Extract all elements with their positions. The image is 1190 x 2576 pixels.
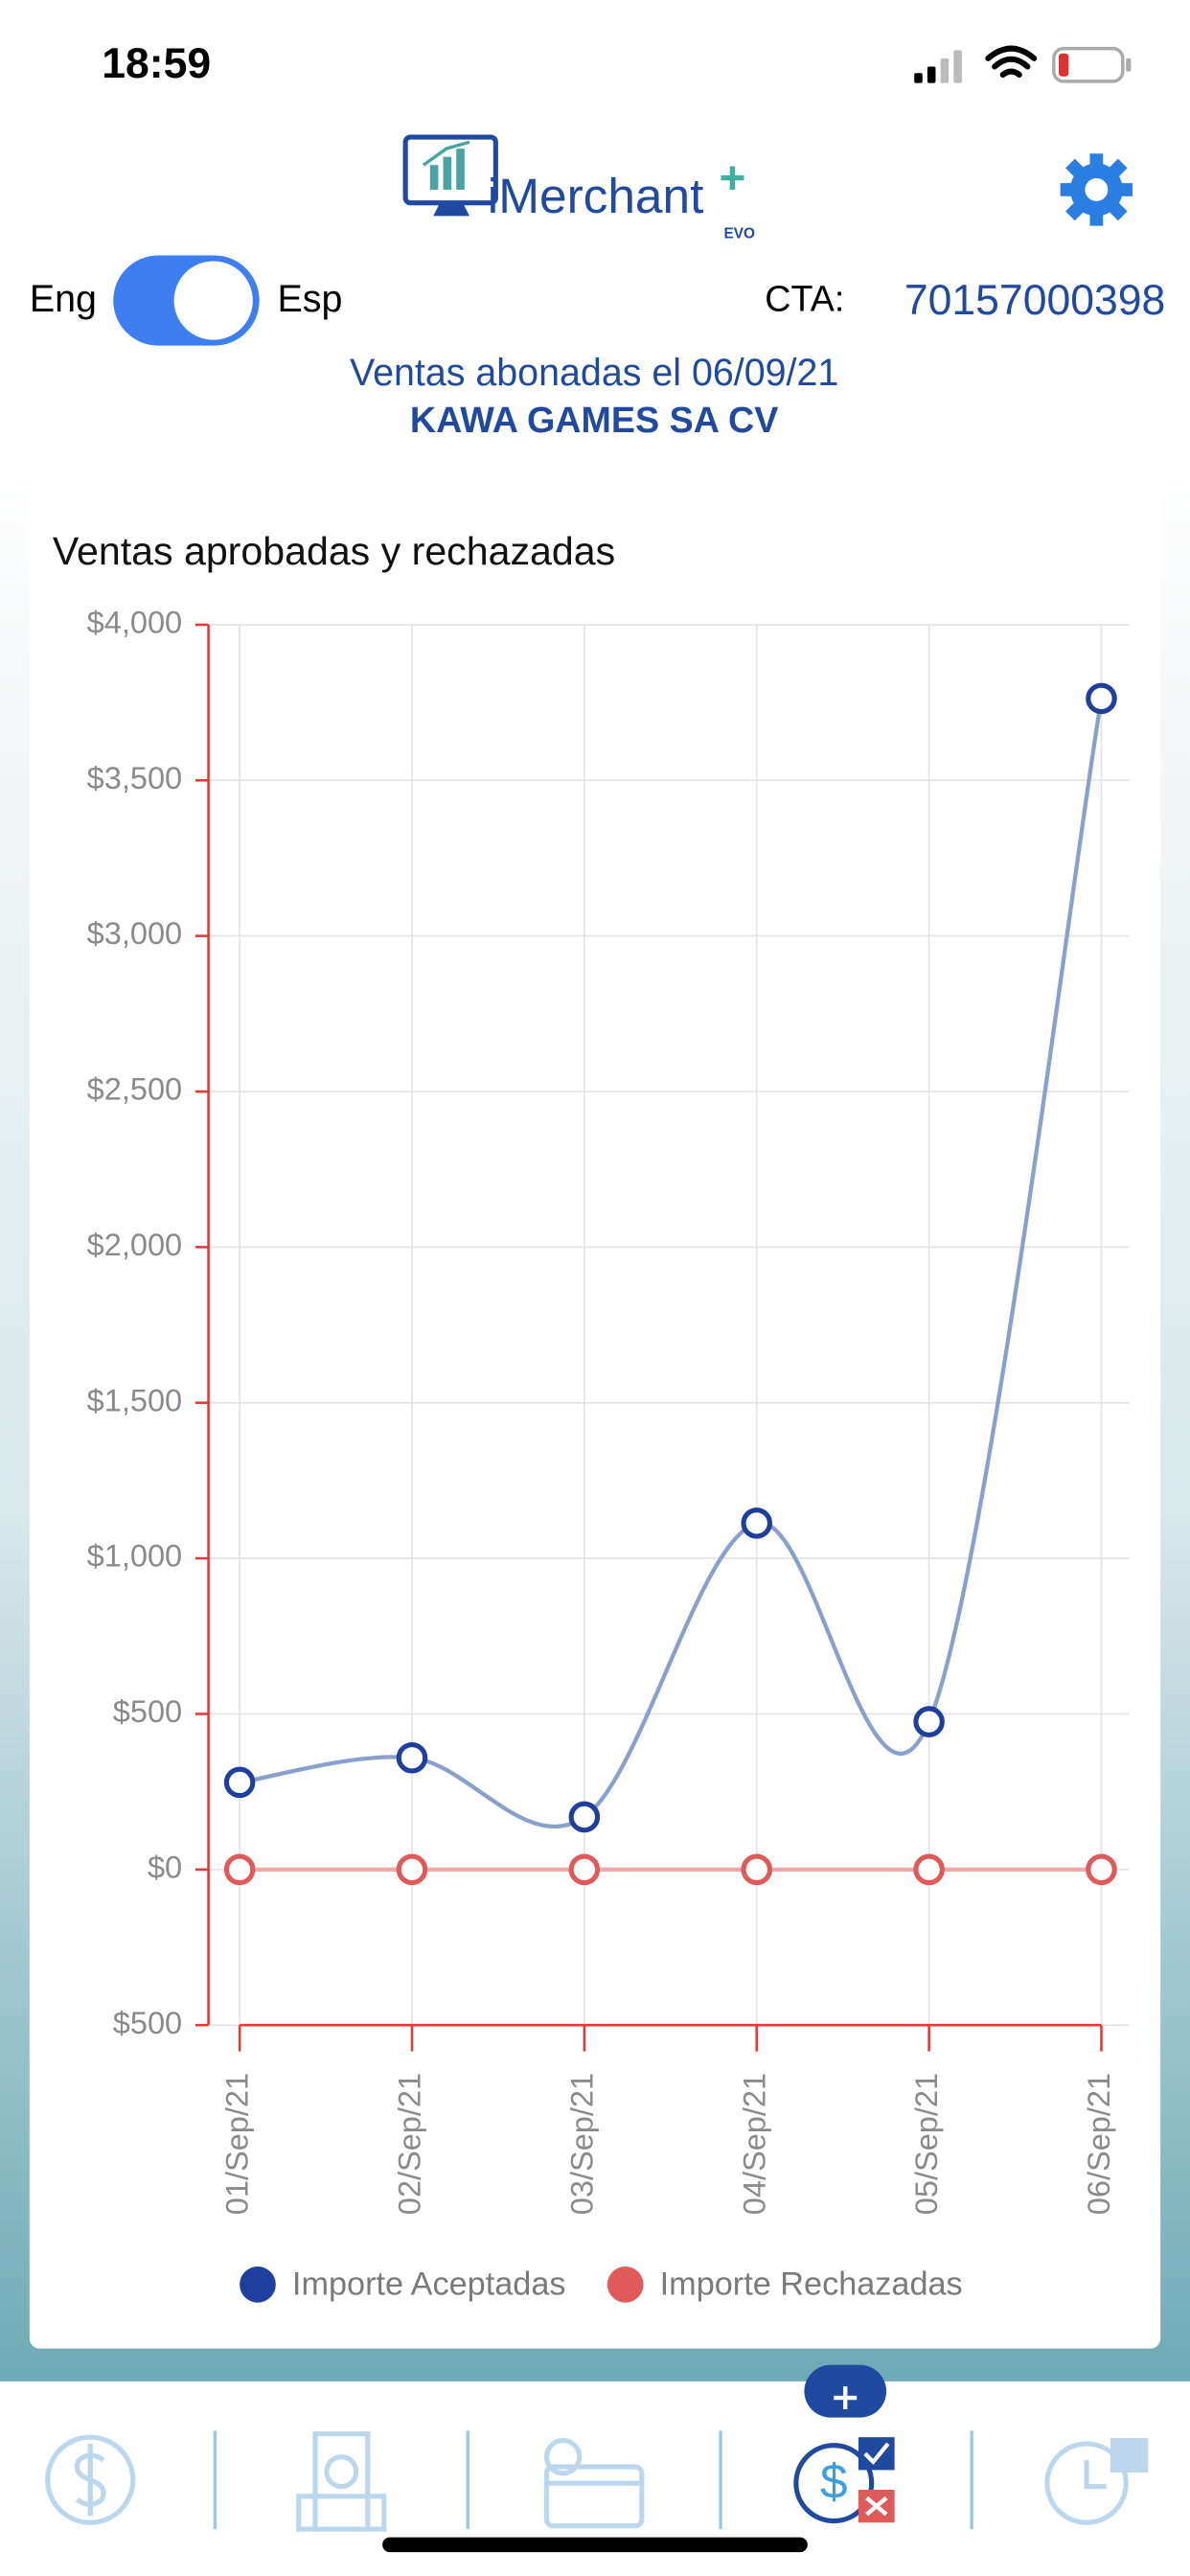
tab-bank[interactable] — [296, 2431, 387, 2532]
legend-swatch — [240, 2266, 276, 2303]
logo-mark: + — [719, 153, 745, 204]
chart-card — [29, 476, 1161, 2349]
tab-cards[interactable] — [543, 2438, 645, 2529]
x-tick-label: 03/Sep/21 — [564, 2073, 599, 2215]
home-indicator — [382, 2537, 808, 2553]
legend-swatch — [606, 2266, 644, 2303]
y-tick-label: $0 — [148, 1850, 182, 1884]
data-point — [568, 1801, 601, 1833]
account-label: CTA: — [765, 278, 844, 318]
tab-approvals[interactable]: $ — [793, 2364, 895, 2524]
status-time: 18:59 — [102, 40, 211, 87]
logo-text: iMerchant — [488, 168, 704, 223]
settings-button[interactable] — [1060, 153, 1133, 226]
data-point — [396, 1853, 428, 1886]
data-point — [1086, 1853, 1117, 1886]
plot: $500 $0 $500 $1,000 $1,500 $2,000 $2,500 $3,000… — [87, 606, 1130, 2303]
data-point — [741, 1853, 773, 1886]
y-tick-label: $1,500 — [87, 1383, 182, 1417]
y-tick-label: $2,500 — [87, 1072, 182, 1107]
data-point — [1086, 682, 1117, 715]
signal-icon — [914, 50, 962, 83]
y-tick-label: $2,000 — [87, 1228, 182, 1262]
wifi-icon — [985, 45, 1038, 79]
lang-left: Eng — [30, 278, 97, 320]
tab-sales[interactable] — [45, 2434, 136, 2525]
y-tick-label: $4,000 — [87, 606, 182, 640]
data-point — [568, 1853, 601, 1886]
tab-separators — [213, 2430, 973, 2530]
tab-icon-glyph: $ — [820, 2452, 848, 2508]
data-point — [913, 1853, 945, 1886]
data-point — [223, 1853, 256, 1886]
y-tick-label: $1,000 — [87, 1539, 182, 1574]
x-tick-label: 05/Sep/21 — [909, 2073, 944, 2215]
merchant-name: KAWA GAMES SA CV — [410, 400, 778, 440]
data-point — [396, 1741, 428, 1774]
x-tick-label: 04/Sep/21 — [737, 2073, 771, 2215]
y-tick-label: $500 — [113, 1694, 182, 1729]
y-tick-label: $500 — [113, 2006, 182, 2040]
header-bg — [0, 0, 1190, 448]
x-tick-label: 01/Sep/21 — [220, 2073, 255, 2215]
logo-icon — [402, 134, 498, 217]
battery-icon — [1052, 46, 1132, 83]
data-point — [913, 1706, 945, 1737]
data-point — [741, 1507, 773, 1539]
x-tick-label: 02/Sep/21 — [393, 2073, 427, 2215]
account-number: 70157000398 — [904, 277, 1165, 324]
data-point — [223, 1766, 256, 1799]
lang-right: Esp — [278, 278, 343, 320]
legend-label: Importe Aceptadas — [292, 2266, 566, 2303]
subtitle: Ventas abonadas el 06/09/21 — [350, 352, 838, 394]
y-tick-label: $3,000 — [87, 916, 182, 951]
y-tick-label: $3,500 — [87, 761, 182, 795]
x-tick-label: 06/Sep/21 — [1082, 2073, 1116, 2215]
chart-title: Ventas aprobadas y rechazadas — [53, 529, 615, 573]
tab-history[interactable] — [1044, 2438, 1149, 2525]
logo-brand: EVO — [723, 225, 755, 242]
lang-toggle[interactable] — [113, 255, 260, 346]
legend-label: Importe Rechazadas — [660, 2266, 963, 2303]
